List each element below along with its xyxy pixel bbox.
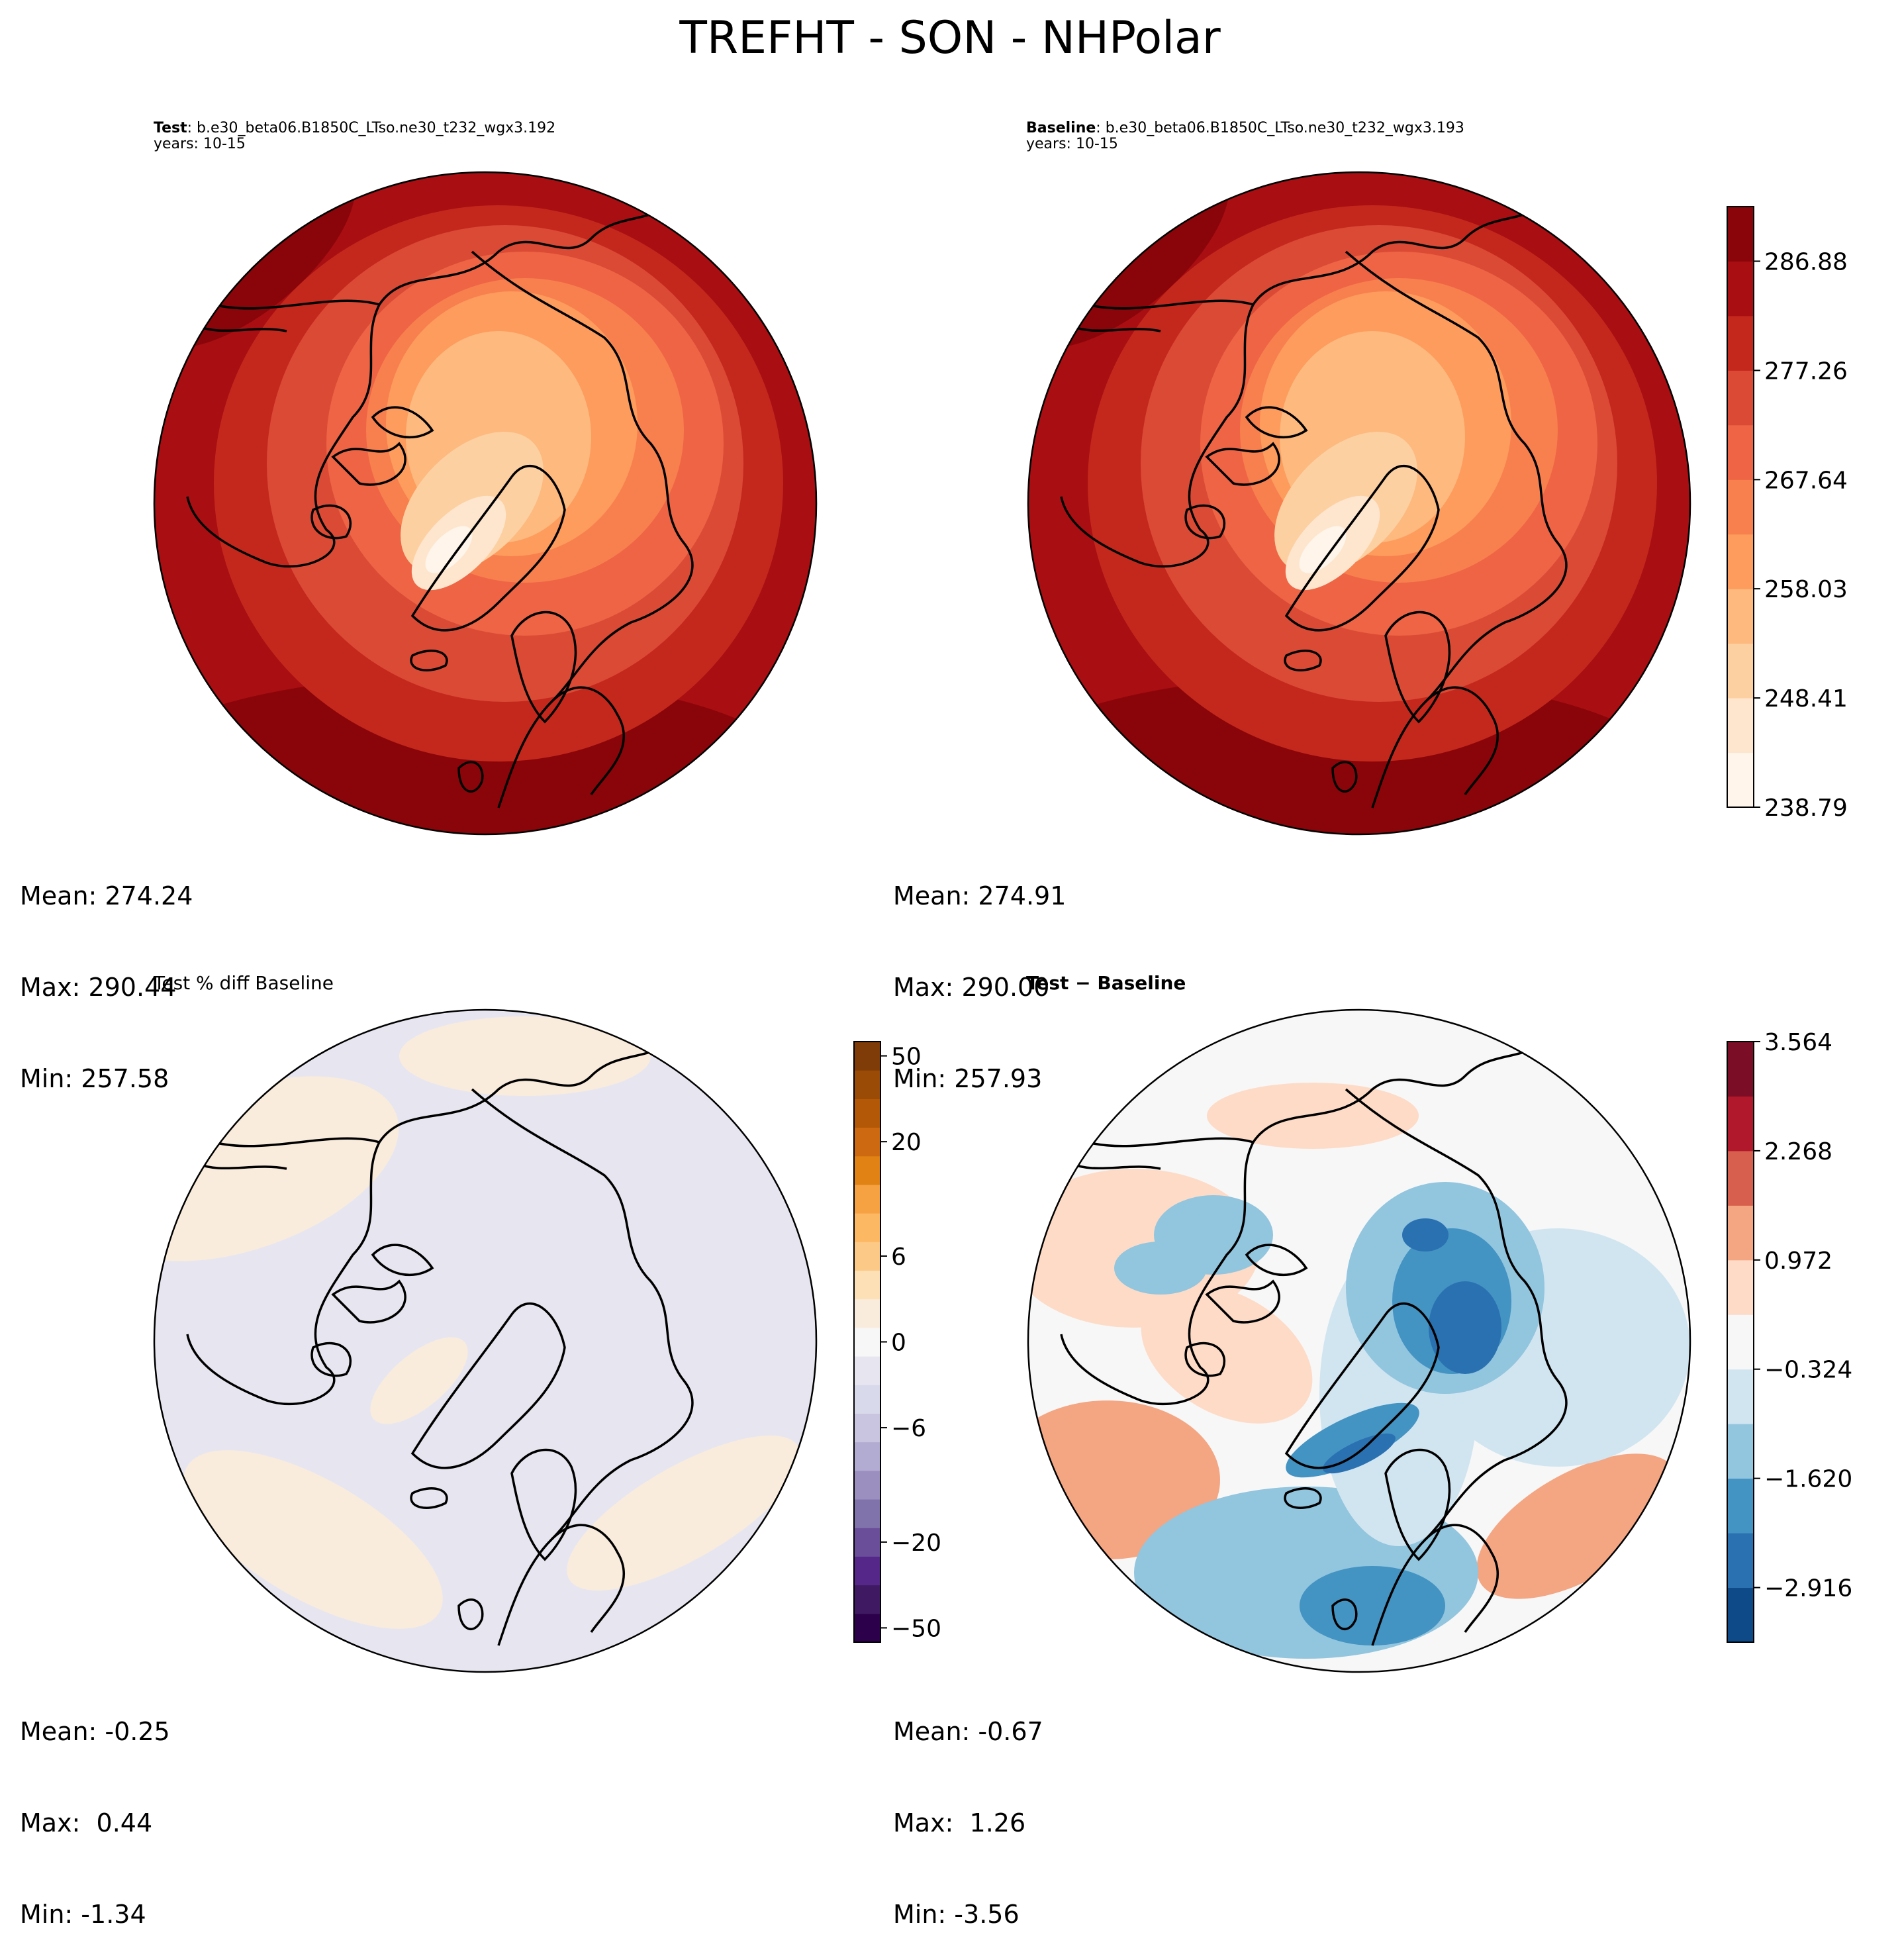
diff-max: Max: 1.26: [893, 1808, 1043, 1838]
temperature-colorbar-swatch: [1727, 207, 1754, 262]
pct-diff-colorbar-swatch: [854, 1242, 880, 1271]
diff-map-contour-fill-16: [1114, 1242, 1207, 1295]
temperature-colorbar-swatch: [1727, 316, 1754, 371]
pct-diff-colorbar-swatch: [854, 1356, 880, 1385]
diff-colorbar-swatch: [1727, 1205, 1754, 1260]
diff-colorbar-tick-label: −0.324: [1764, 1357, 1852, 1384]
pct-diff-colorbar-swatch: [854, 1556, 880, 1585]
diff-colorbar-swatch: [1727, 1479, 1754, 1534]
diff-colorbar-swatch: [1727, 1042, 1754, 1097]
diff-colorbar-swatch: [1727, 1260, 1754, 1315]
temperature-colorbar-swatch: [1727, 425, 1754, 480]
temperature-colorbar-swatch: [1727, 479, 1754, 534]
pct-diff-colorbar: −50 −20 −6 0 6 20 50: [854, 1042, 941, 1643]
diff-map: [995, 997, 1703, 1685]
pct-diff-colorbar-swatch: [854, 1614, 880, 1643]
maps-layer: [70, 121, 1703, 1685]
pct-diff-colorbar-swatch: [854, 1213, 880, 1242]
pct-diff-colorbar-tick-label: −50: [891, 1615, 941, 1642]
pct-diff-colorbar-swatch: [854, 1042, 880, 1071]
temperature-colorbar-swatch: [1727, 589, 1754, 644]
temperature-colorbar: 238.79 248.41 258.03 267.64 277.26 286.88: [1727, 207, 1848, 822]
diff-map-contour-fill-13: [1429, 1281, 1501, 1374]
temperature-colorbar-swatch: [1727, 644, 1754, 699]
temperature-colorbar-tick-label: 238.79: [1764, 795, 1848, 822]
pct-diff-colorbar-swatch: [854, 1471, 880, 1500]
figure-canvas: 238.79248.41258.03267.64277.26286.88−50−…: [0, 0, 1900, 1766]
pct-diff-colorbar-tick-label: 6: [891, 1244, 906, 1271]
baseline-map: [981, 121, 1703, 887]
temperature-colorbar-swatch: [1727, 698, 1754, 753]
diff-colorbar-swatch: [1727, 1369, 1754, 1424]
temperature-colorbar-swatch: [1727, 534, 1754, 589]
pct-diff-colorbar-tick-label: −20: [891, 1530, 941, 1557]
diff-colorbar-swatch: [1727, 1096, 1754, 1151]
test-map: [107, 121, 830, 887]
temperature-colorbar-swatch: [1727, 753, 1754, 808]
pct-diff-colorbar-tick-label: 0: [891, 1330, 906, 1357]
diff-colorbar: −2.916 −1.620 −0.324 0.972 2.268 3.564: [1727, 1029, 1852, 1643]
diff-colorbar-swatch: [1727, 1424, 1754, 1479]
diff-min: Min: -3.56: [893, 1899, 1043, 1930]
pct-diff-colorbar-swatch: [854, 1413, 880, 1442]
diff-map-contour-fill-14: [1402, 1218, 1449, 1251]
pct-diff-colorbar-swatch: [854, 1128, 880, 1157]
pct-diff-colorbar-swatch: [854, 1528, 880, 1557]
temperature-colorbar-swatch: [1727, 370, 1754, 425]
pct-diff-max: Max: 0.44: [20, 1808, 170, 1838]
diff-colorbar-tick-label: 3.564: [1764, 1029, 1832, 1056]
pct-diff-colorbar-swatch: [854, 1070, 880, 1099]
temperature-colorbar-tick-label: 258.03: [1764, 576, 1848, 603]
diff-colorbar-swatch: [1727, 1533, 1754, 1588]
temperature-colorbar-tick-label: 277.26: [1764, 358, 1848, 385]
temperature-colorbar-tick-label: 248.41: [1764, 685, 1848, 712]
pct-diff-colorbar-swatch: [854, 1442, 880, 1471]
pct-diff-map-contour-fill-2: [399, 1016, 651, 1096]
pct-diff-map: [70, 997, 830, 1685]
diff-colorbar-tick-label: −2.916: [1764, 1575, 1852, 1602]
pct-diff-colorbar-swatch: [854, 1385, 880, 1414]
diff-colorbar-tick-label: 0.972: [1764, 1248, 1832, 1275]
temperature-colorbar-tick-label: 286.88: [1764, 248, 1848, 275]
temperature-colorbar-swatch: [1727, 261, 1754, 316]
pct-diff-colorbar-swatch: [854, 1156, 880, 1185]
diff-colorbar-tick-label: −1.620: [1764, 1466, 1852, 1493]
pct-diff-colorbar-tick-label: 50: [891, 1044, 922, 1071]
pct-diff-min: Min: -1.34: [20, 1899, 170, 1930]
pct-diff-colorbar-swatch: [854, 1585, 880, 1614]
diff-colorbar-swatch: [1727, 1588, 1754, 1643]
diff-map-contour-fill-17: [1300, 1566, 1445, 1645]
temperature-colorbar-tick-label: 267.64: [1764, 467, 1848, 494]
diff-colorbar-tick-label: 2.268: [1764, 1138, 1832, 1165]
pct-diff-colorbar-tick-label: −6: [891, 1415, 926, 1442]
diff-colorbar-swatch: [1727, 1314, 1754, 1369]
pct-diff-colorbar-swatch: [854, 1271, 880, 1300]
pct-diff-colorbar-swatch: [854, 1328, 880, 1357]
pct-diff-colorbar-swatch: [854, 1499, 880, 1528]
pct-diff-colorbar-tick-label: 20: [891, 1129, 922, 1156]
pct-diff-colorbar-swatch: [854, 1299, 880, 1328]
pct-diff-colorbar-swatch: [854, 1185, 880, 1214]
pct-diff-colorbar-swatch: [854, 1099, 880, 1128]
diff-colorbar-swatch: [1727, 1151, 1754, 1206]
